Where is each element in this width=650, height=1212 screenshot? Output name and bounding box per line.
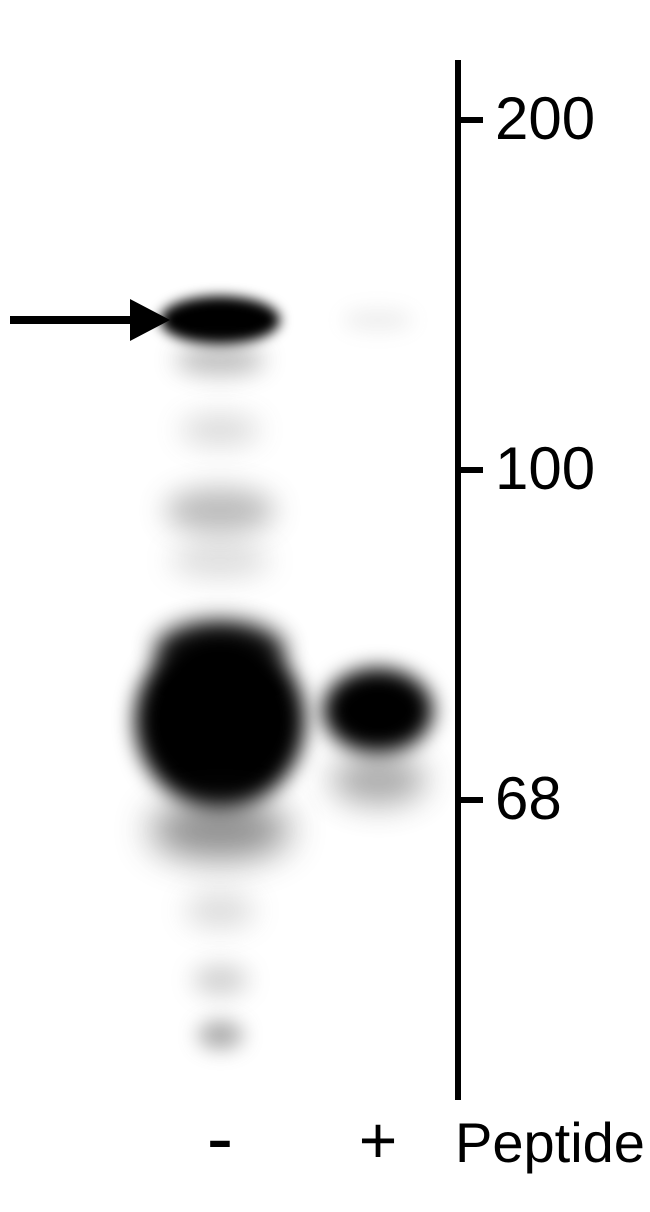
lane-minus-faint-2: [193, 965, 248, 995]
western-blot-figure: 200 100 68 - + Peptide: [0, 0, 650, 1212]
arrow-head-icon: [130, 299, 170, 341]
lane-minus-smear-1: [175, 345, 265, 375]
mw-label-200: 200: [495, 84, 595, 153]
lane-minus-band-main-top: [155, 620, 285, 680]
lane-plus-faint-top: [343, 310, 413, 330]
xaxis-title-peptide: Peptide: [455, 1110, 645, 1175]
lane-label-plus: +: [338, 1102, 418, 1178]
lane-minus-faint-3: [198, 1021, 243, 1049]
lane-minus-smear-bottom: [150, 800, 290, 860]
mw-tick-100: [455, 467, 483, 473]
lane-minus-faint-1: [185, 893, 255, 928]
lane-minus-smear-4: [170, 543, 270, 578]
arrow-shaft: [10, 316, 130, 324]
lane-label-minus: -: [180, 1092, 260, 1184]
mw-label-100: 100: [495, 434, 595, 503]
lane-minus-band-arrow: [160, 296, 280, 344]
lane-minus-smear-2: [180, 415, 260, 445]
mw-axis-line: [455, 60, 461, 1100]
lane-plus-smear-bottom: [331, 755, 426, 805]
lane-minus-smear-3: [165, 488, 275, 533]
mw-tick-200: [455, 117, 483, 123]
mw-label-68: 68: [495, 764, 562, 833]
mw-tick-68: [455, 797, 483, 803]
lane-plus-band-main: [323, 668, 433, 753]
